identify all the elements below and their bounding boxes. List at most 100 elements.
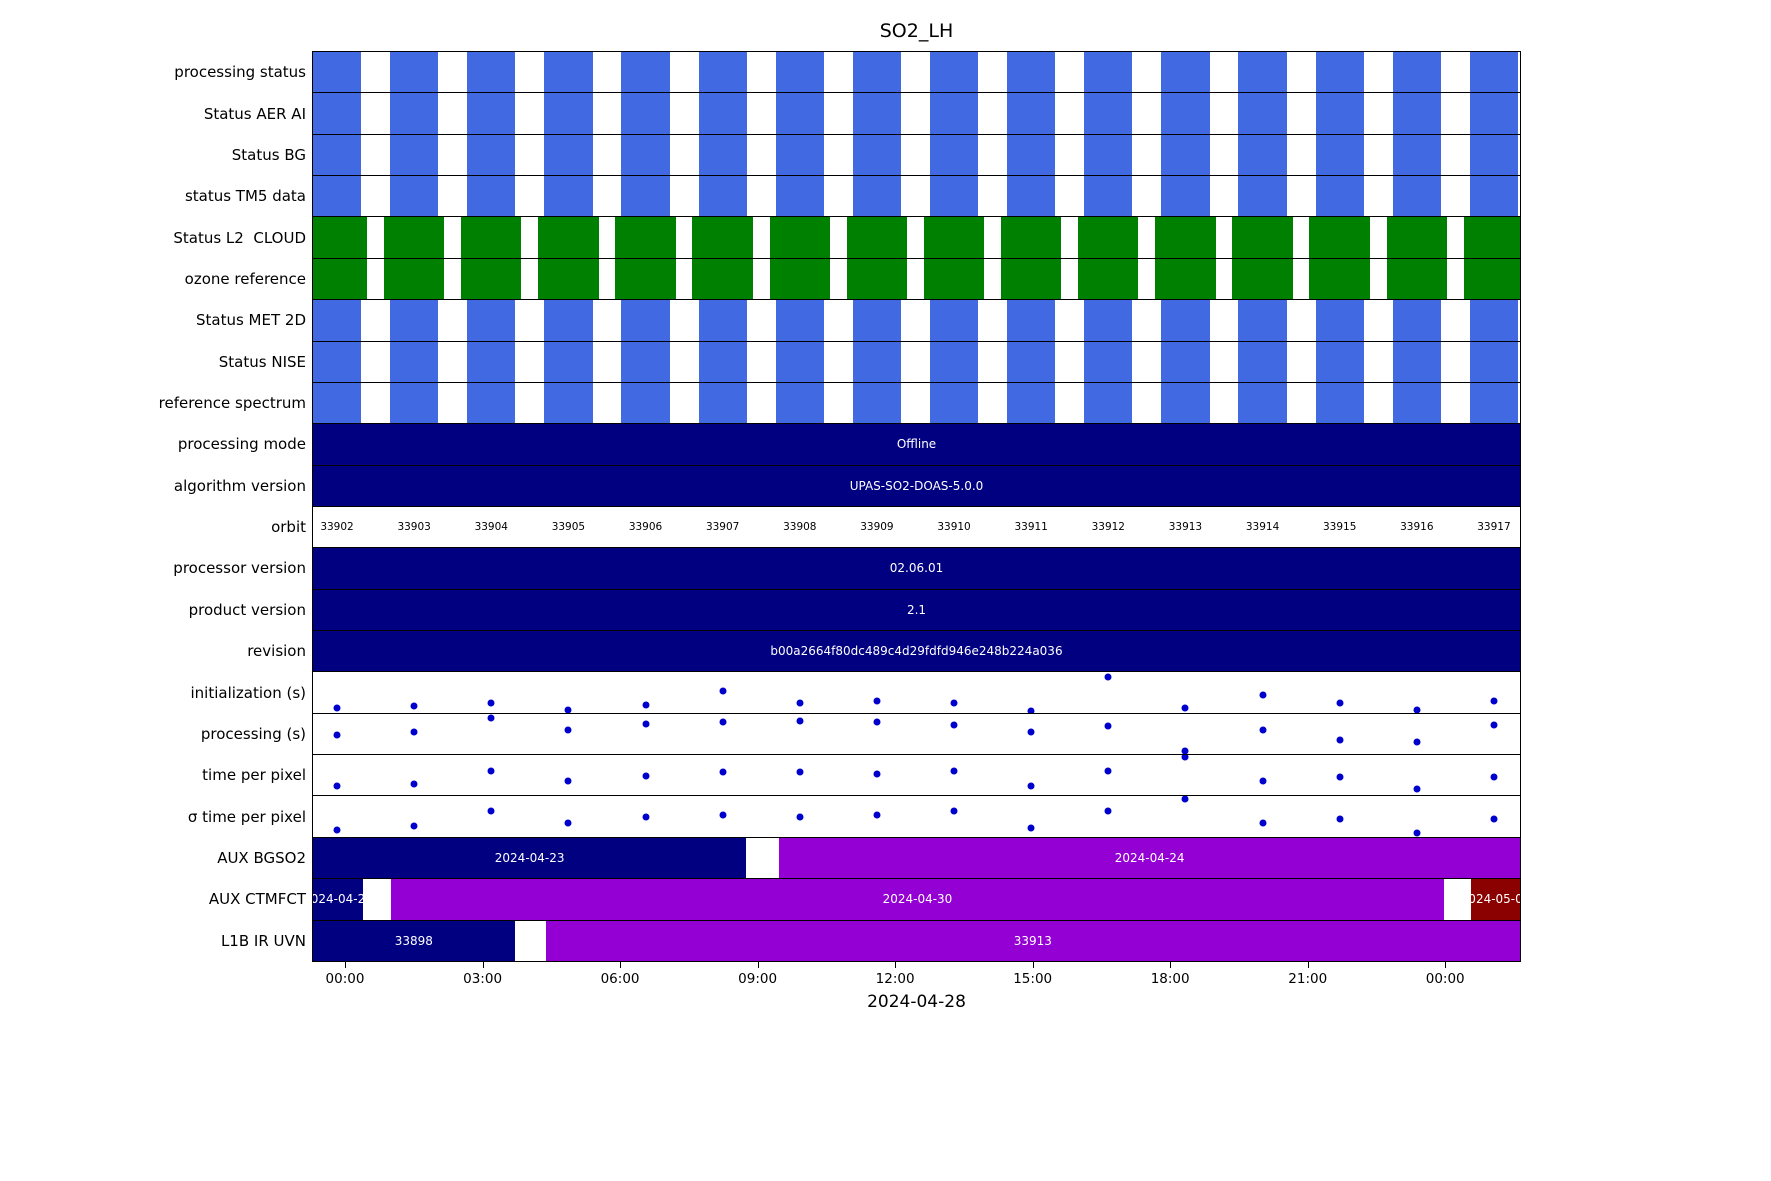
row-plot: [313, 341, 1520, 382]
segment-label: 2024-04-30: [882, 892, 953, 907]
row-label: ozone reference: [184, 269, 306, 288]
status-block: [1084, 93, 1133, 134]
axis-tick-label: 06:00: [600, 971, 640, 987]
row-status-tm5-data: status TM5 data: [185, 176, 1520, 218]
orbit-number: 33912: [1091, 521, 1125, 534]
row-label: σ time per pixel: [187, 807, 306, 826]
status-block: [1392, 134, 1441, 176]
x-axis-label: 2024-04-28: [867, 992, 966, 1012]
status-block: [1007, 176, 1056, 217]
row-status-bg: Status BG: [232, 134, 1520, 177]
axis-tick: [895, 962, 897, 968]
status-block: [1392, 382, 1441, 424]
data-point: [1259, 726, 1267, 734]
status-block: [698, 176, 747, 217]
row-label: Status MET 2D: [195, 311, 306, 330]
status-block: [923, 217, 985, 258]
data-point: [950, 721, 958, 729]
segment-label: 2024-04-24: [1114, 851, 1185, 865]
row-plot: [313, 93, 1520, 134]
status-block: [544, 52, 593, 93]
status-block: [621, 300, 670, 341]
data-point: [1259, 691, 1267, 699]
status-block: [929, 134, 979, 176]
axis-tick: [620, 962, 622, 968]
row-plot: 33902 33903 33904 33905 33906 33907 33908 33909…: [313, 507, 1520, 547]
data-point: [1413, 706, 1421, 713]
status-block: [1007, 93, 1056, 134]
segment-label: 33913: [1013, 933, 1052, 948]
data-point: [1490, 697, 1498, 705]
status-block: [544, 93, 593, 134]
status-block: [390, 134, 439, 176]
data-point: [1027, 707, 1035, 713]
row-time-per-pixel: σ time per pixel: [188, 796, 1520, 838]
data-point: [1336, 699, 1344, 707]
row-plot: 2024-04-23 2024-04-24: [313, 837, 1520, 879]
orbit-number: 33917: [1477, 521, 1511, 534]
axis-tick-label: 03:00: [463, 971, 503, 987]
status-block: [1315, 176, 1364, 217]
data-point: [333, 704, 341, 712]
orbit-number: 33916: [1400, 521, 1434, 534]
status-block: [390, 93, 439, 134]
orbit-number: 33913: [1168, 521, 1203, 534]
row-plot: [313, 176, 1520, 217]
data-point: [333, 731, 341, 739]
row-plot: b00a2664f80dc489c4d29fdfd946e248b224a036: [313, 631, 1520, 672]
status-block: [467, 52, 516, 93]
status-block: [692, 258, 753, 300]
status-block: [621, 93, 670, 134]
data-point: [1104, 722, 1112, 730]
timeline-segment: 2024-04-24: [779, 837, 1520, 879]
status-block: [1238, 134, 1287, 176]
data-point: [1104, 767, 1112, 775]
data-point: [1104, 673, 1112, 681]
status-block: [852, 382, 902, 424]
status-block: [775, 93, 824, 134]
status-block: [929, 52, 979, 93]
row-label: Status NISE: [218, 352, 306, 371]
data-point: [410, 728, 418, 736]
segment-label: 2024-04-23: [494, 851, 565, 865]
status-block: [1392, 52, 1441, 93]
data-point: [410, 822, 418, 830]
axis-tick-label: 00:00: [325, 971, 365, 987]
row-processor-version: 02.06.01 processor version: [173, 548, 1520, 590]
data-point: [1181, 704, 1189, 711]
status-block: [929, 382, 979, 424]
status-block: [467, 134, 516, 176]
data-point: [719, 768, 727, 776]
status-block: [621, 341, 670, 382]
status-block: [1386, 258, 1447, 300]
status-block: [1315, 93, 1364, 134]
chart-title: SO2_LH: [879, 20, 954, 42]
status-block: [1238, 52, 1287, 93]
status-block: [852, 93, 902, 134]
row-plot: [313, 672, 1520, 713]
status-block: [698, 134, 747, 176]
status-block: [1007, 382, 1056, 424]
status-block: [1161, 176, 1210, 217]
status-block: [313, 134, 362, 176]
data-point: [487, 767, 495, 775]
status-block: [467, 300, 516, 341]
orbit-number: 33911: [1014, 521, 1048, 534]
axis-tick-label: 18:00: [1150, 971, 1190, 987]
status-block: [1309, 217, 1370, 258]
data-point: [642, 720, 650, 728]
data-point: [873, 811, 881, 819]
row-plot: 2024-04-27 2024-04-30 2024-05-01: [313, 879, 1520, 920]
axis-tick: [482, 962, 484, 968]
data-point: [1490, 815, 1498, 823]
row-processing-mode: Offline processing mode: [178, 424, 1520, 466]
data-point: [719, 718, 727, 726]
row-plot: Offline: [313, 424, 1520, 465]
orbit-number: 33907: [705, 521, 740, 534]
status-block: [1315, 52, 1364, 93]
row-label: time per pixel: [202, 766, 306, 785]
status-block: [467, 341, 516, 382]
status-block: [1238, 341, 1287, 382]
status-block: [544, 341, 593, 382]
row-label: processing status: [174, 63, 306, 82]
